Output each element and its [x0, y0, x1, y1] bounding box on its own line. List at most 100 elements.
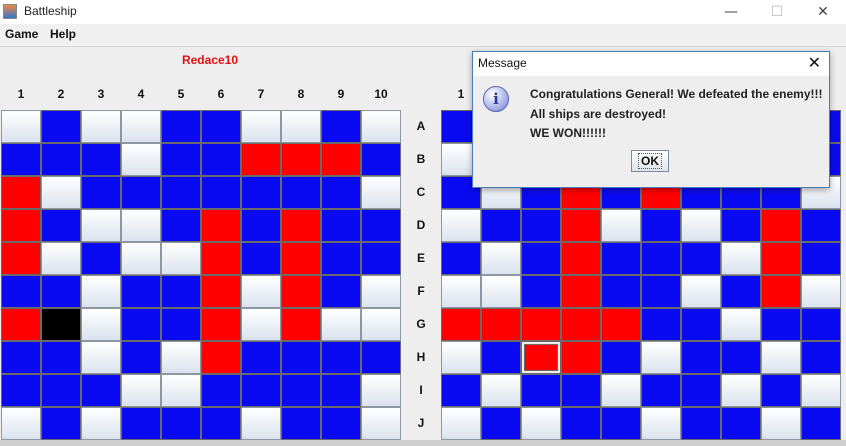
player-cell-miss[interactable]: [41, 374, 81, 407]
player-cell-miss[interactable]: [1, 275, 41, 308]
enemy-cell-miss[interactable]: [641, 374, 681, 407]
enemy-cell-miss[interactable]: [721, 275, 761, 308]
enemy-cell-hit[interactable]: [521, 341, 561, 374]
player-cell-unopened[interactable]: [241, 110, 281, 143]
player-cell-hit[interactable]: [1, 242, 41, 275]
player-cell-miss[interactable]: [281, 341, 321, 374]
player-cell-unopened[interactable]: [321, 308, 361, 341]
player-cell-miss[interactable]: [41, 209, 81, 242]
player-cell-miss[interactable]: [281, 374, 321, 407]
menu-help[interactable]: Help: [50, 27, 77, 41]
enemy-cell-hit[interactable]: [561, 341, 601, 374]
enemy-cell-hit[interactable]: [601, 308, 641, 341]
player-cell-unopened[interactable]: [81, 209, 121, 242]
enemy-cell-unopened[interactable]: [441, 341, 481, 374]
enemy-cell-miss[interactable]: [681, 341, 721, 374]
player-cell-sunk[interactable]: [41, 308, 81, 341]
player-cell-miss[interactable]: [81, 242, 121, 275]
enemy-cell-hit[interactable]: [481, 308, 521, 341]
enemy-cell-hit[interactable]: [561, 275, 601, 308]
player-cell-miss[interactable]: [241, 176, 281, 209]
enemy-cell-unopened[interactable]: [801, 374, 841, 407]
enemy-cell-unopened[interactable]: [441, 275, 481, 308]
enemy-cell-unopened[interactable]: [641, 341, 681, 374]
player-cell-hit[interactable]: [281, 242, 321, 275]
enemy-cell-miss[interactable]: [481, 341, 521, 374]
enemy-cell-miss[interactable]: [601, 242, 641, 275]
player-cell-miss[interactable]: [321, 209, 361, 242]
player-cell-miss[interactable]: [121, 275, 161, 308]
player-cell-hit[interactable]: [201, 308, 241, 341]
player-cell-hit[interactable]: [281, 308, 321, 341]
enemy-cell-hit[interactable]: [441, 308, 481, 341]
player-cell-miss[interactable]: [1, 374, 41, 407]
maximize-button[interactable]: ☐: [770, 4, 784, 20]
player-cell-miss[interactable]: [321, 176, 361, 209]
player-cell-unopened[interactable]: [1, 110, 41, 143]
player-cell-hit[interactable]: [1, 176, 41, 209]
player-cell-miss[interactable]: [41, 275, 81, 308]
player-cell-miss[interactable]: [201, 176, 241, 209]
enemy-cell-hit[interactable]: [561, 242, 601, 275]
player-cell-miss[interactable]: [121, 407, 161, 440]
enemy-cell-hit[interactable]: [561, 209, 601, 242]
player-cell-miss[interactable]: [161, 407, 201, 440]
enemy-cell-miss[interactable]: [681, 308, 721, 341]
player-cell-unopened[interactable]: [81, 275, 121, 308]
enemy-cell-unopened[interactable]: [761, 341, 801, 374]
enemy-cell-miss[interactable]: [441, 242, 481, 275]
enemy-cell-miss[interactable]: [561, 407, 601, 440]
enemy-cell-miss[interactable]: [721, 407, 761, 440]
enemy-cell-miss[interactable]: [521, 209, 561, 242]
enemy-cell-unopened[interactable]: [681, 275, 721, 308]
enemy-cell-miss[interactable]: [561, 374, 601, 407]
enemy-cell-unopened[interactable]: [721, 374, 761, 407]
enemy-cell-miss[interactable]: [801, 209, 841, 242]
enemy-cell-miss[interactable]: [521, 374, 561, 407]
enemy-cell-miss[interactable]: [681, 242, 721, 275]
player-cell-miss[interactable]: [41, 143, 81, 176]
enemy-cell-unopened[interactable]: [601, 209, 641, 242]
enemy-cell-miss[interactable]: [761, 374, 801, 407]
enemy-cell-unopened[interactable]: [681, 209, 721, 242]
player-cell-unopened[interactable]: [121, 374, 161, 407]
player-cell-miss[interactable]: [361, 143, 401, 176]
player-cell-unopened[interactable]: [241, 275, 281, 308]
player-cell-miss[interactable]: [361, 209, 401, 242]
player-cell-hit[interactable]: [201, 341, 241, 374]
player-cell-unopened[interactable]: [161, 374, 201, 407]
player-cell-unopened[interactable]: [161, 341, 201, 374]
player-cell-miss[interactable]: [201, 110, 241, 143]
enemy-cell-miss[interactable]: [641, 275, 681, 308]
player-cell-miss[interactable]: [121, 341, 161, 374]
player-cell-miss[interactable]: [201, 374, 241, 407]
player-cell-miss[interactable]: [1, 143, 41, 176]
player-cell-unopened[interactable]: [361, 308, 401, 341]
player-cell-hit[interactable]: [281, 209, 321, 242]
player-cell-miss[interactable]: [201, 407, 241, 440]
player-cell-unopened[interactable]: [41, 176, 81, 209]
player-cell-unopened[interactable]: [81, 341, 121, 374]
player-cell-hit[interactable]: [241, 143, 281, 176]
player-cell-miss[interactable]: [241, 242, 281, 275]
ok-button[interactable]: OK: [631, 150, 669, 172]
enemy-cell-miss[interactable]: [681, 374, 721, 407]
player-cell-miss[interactable]: [161, 275, 201, 308]
enemy-cell-unopened[interactable]: [441, 209, 481, 242]
player-cell-miss[interactable]: [281, 407, 321, 440]
enemy-cell-hit[interactable]: [561, 308, 601, 341]
player-cell-miss[interactable]: [161, 209, 201, 242]
minimize-button[interactable]: —: [724, 4, 738, 20]
player-cell-unopened[interactable]: [81, 407, 121, 440]
enemy-cell-unopened[interactable]: [481, 374, 521, 407]
player-cell-miss[interactable]: [361, 242, 401, 275]
enemy-cell-miss[interactable]: [681, 407, 721, 440]
player-cell-unopened[interactable]: [361, 110, 401, 143]
player-cell-miss[interactable]: [321, 407, 361, 440]
dialog-close-icon[interactable]: ✕: [807, 53, 821, 72]
enemy-cell-miss[interactable]: [521, 242, 561, 275]
menu-game[interactable]: Game: [5, 27, 39, 41]
player-cell-miss[interactable]: [81, 143, 121, 176]
enemy-cell-miss[interactable]: [801, 242, 841, 275]
player-cell-unopened[interactable]: [1, 407, 41, 440]
